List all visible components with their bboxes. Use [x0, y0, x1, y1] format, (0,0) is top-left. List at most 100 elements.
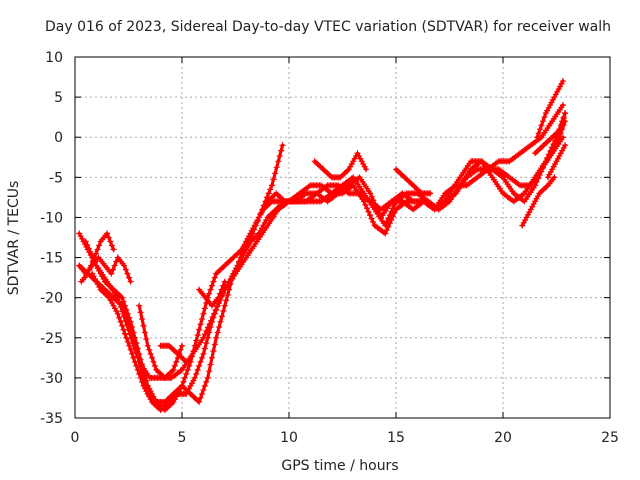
data-point: [210, 348, 217, 355]
data-point: [124, 338, 131, 345]
data-point: [360, 198, 367, 205]
data-point: [110, 246, 117, 253]
data-point: [206, 329, 213, 336]
data-point: [137, 374, 144, 381]
data-point: [105, 234, 112, 241]
data-point: [127, 346, 134, 353]
data-point: [203, 378, 210, 385]
data-point: [386, 220, 393, 227]
data-point: [183, 358, 190, 365]
data-point: [92, 250, 99, 257]
data-point: [551, 174, 558, 181]
data-point: [131, 345, 138, 352]
data-point: [206, 368, 213, 375]
x-axis-label: GPS time / hours: [281, 458, 398, 474]
data-point: [85, 245, 92, 252]
data-point: [108, 242, 115, 249]
data-point: [559, 102, 566, 109]
data-point: [197, 394, 204, 401]
data-point: [204, 334, 211, 341]
data-point: [129, 350, 136, 357]
data-point: [211, 310, 218, 317]
data-point: [257, 210, 264, 217]
data-point: [268, 182, 275, 189]
data-point: [218, 286, 225, 293]
data-point: [213, 334, 220, 341]
data-point: [389, 213, 396, 220]
y-tick-label: -35: [40, 411, 63, 427]
data-point: [200, 386, 207, 393]
plot-frame: [74, 56, 611, 419]
data-point: [363, 205, 370, 212]
data-point: [211, 274, 218, 281]
x-tick-label: 0: [71, 430, 80, 446]
data-point: [131, 358, 138, 365]
series-trace-4: [89, 118, 569, 413]
data-point: [127, 331, 134, 338]
data-point: [553, 142, 560, 149]
data-point: [89, 258, 96, 265]
data-point: [201, 382, 208, 389]
data-point: [134, 366, 141, 373]
data-point: [91, 254, 98, 261]
x-tick-label: 15: [387, 430, 405, 446]
data-point: [217, 318, 224, 325]
data-point: [211, 341, 218, 348]
data-point: [82, 238, 89, 245]
data-point: [119, 308, 126, 315]
grid: [75, 57, 610, 418]
data-point: [538, 122, 545, 129]
data-point: [265, 190, 272, 197]
data-point: [256, 214, 263, 221]
data-point: [537, 126, 544, 133]
data-point: [218, 313, 225, 320]
data-point: [117, 303, 124, 310]
data-point: [214, 302, 221, 309]
data-point: [562, 142, 569, 149]
data-point: [221, 278, 228, 285]
x-tick-label: 20: [494, 430, 512, 446]
data-point: [208, 282, 215, 289]
data-point: [275, 158, 282, 165]
data-point: [368, 193, 375, 200]
y-tick-label: -30: [40, 371, 63, 387]
data-point: [171, 362, 178, 369]
data-point: [136, 302, 143, 309]
y-tick-label: 0: [54, 130, 63, 146]
data-point: [130, 354, 137, 361]
data-point: [539, 118, 546, 125]
data-point: [236, 258, 243, 265]
plot-data: [76, 78, 569, 413]
data-point: [114, 310, 121, 317]
series-trace-15: [544, 142, 569, 181]
data-point: [362, 201, 369, 208]
data-point: [170, 366, 177, 373]
x-tick-label: 5: [178, 430, 187, 446]
data-point: [122, 266, 129, 273]
data-point: [264, 194, 271, 201]
data-point: [260, 202, 267, 209]
data-point: [559, 78, 566, 85]
data-point: [534, 134, 541, 141]
data-point: [208, 318, 215, 325]
data-point: [126, 342, 133, 349]
data-point: [382, 230, 389, 237]
data-point: [196, 398, 203, 405]
data-point: [177, 346, 184, 353]
data-point: [541, 114, 548, 121]
data-point: [116, 299, 123, 306]
data-point: [276, 152, 283, 159]
data-point: [146, 346, 153, 353]
data-point: [193, 337, 200, 344]
data-point: [137, 309, 144, 316]
data-point: [560, 115, 567, 122]
data-point: [279, 142, 286, 149]
data-point: [237, 254, 244, 261]
data-point: [243, 246, 250, 253]
series-trace-10: [243, 142, 286, 253]
y-tick-label: -10: [40, 210, 63, 226]
data-point: [383, 227, 390, 234]
data-point: [367, 190, 374, 197]
data-point: [121, 262, 128, 269]
data-point: [123, 334, 130, 341]
